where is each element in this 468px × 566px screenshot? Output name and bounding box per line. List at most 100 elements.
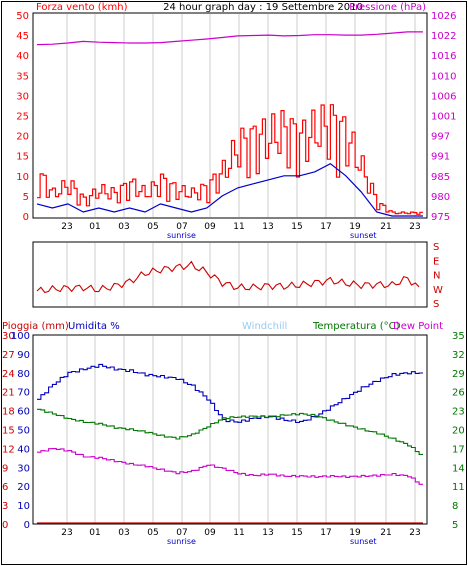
x-tick-label: 15	[291, 222, 302, 232]
x-tick-label: 03	[118, 222, 129, 232]
wind-gust-line	[37, 104, 423, 215]
rain-tick: 24	[2, 369, 15, 380]
humidity-tick: 60	[17, 407, 30, 418]
direction-series	[36, 260, 420, 294]
temperature-tick: 35	[452, 331, 465, 342]
humidity-tick: 0	[24, 520, 30, 531]
wind-speed-tick: 40	[16, 51, 29, 62]
humidity-line	[37, 363, 423, 424]
x-tick-label: 21	[380, 528, 391, 538]
wind-speed-tick: 50	[16, 11, 29, 22]
x-tick-label: 05	[147, 528, 158, 538]
rain-tick: 18	[2, 407, 15, 418]
rain-tick: 0	[2, 520, 8, 531]
humidity-label: Umidita %	[68, 321, 120, 332]
temperature-tick: 32	[452, 350, 465, 361]
humidity-tick: 90	[17, 350, 30, 361]
wind-direction-line	[36, 260, 420, 294]
pressure-tick: 985	[431, 172, 450, 183]
x-tick-label: 09	[204, 222, 216, 232]
wind-speed-tick: 10	[16, 172, 29, 183]
rain-tick: 15	[2, 426, 15, 437]
x-tick-label: 23	[61, 222, 72, 232]
rain-tick: 21	[2, 388, 15, 399]
x-tick-label: 03	[118, 528, 129, 538]
x-tick-label: 23	[409, 528, 420, 538]
sunset-marker-1: sunset	[350, 231, 377, 240]
x-tick-label: 17	[320, 222, 331, 232]
humidity-tick: 100	[11, 331, 30, 342]
wind-speed-tick: 30	[16, 91, 29, 102]
wind-speed-tick: 5	[23, 192, 29, 203]
pressure-tick: 1026	[431, 11, 456, 22]
pressure-tick: 975	[431, 212, 450, 223]
rain-tick: 9	[2, 463, 8, 474]
wind-speed-label: Forza vento (kmh)	[36, 2, 128, 13]
pressure-tick: 991	[431, 152, 450, 163]
pressure-line	[36, 31, 423, 46]
sunset-marker-3: sunset	[350, 537, 377, 546]
x-tick-label: 21	[380, 222, 391, 232]
x-tick-label: 07	[176, 528, 187, 538]
wind-series	[36, 31, 423, 217]
pressure-tick: 1006	[431, 91, 456, 102]
temperature-label: Temperatura (°C)	[312, 321, 400, 332]
rain-tick: 27	[2, 350, 15, 361]
temperature-tick: 29	[452, 369, 465, 380]
dewpoint-line	[37, 448, 423, 485]
direction-tick: E	[433, 256, 439, 267]
pressure-tick: 1022	[431, 31, 456, 42]
wind-speed-tick: 25	[16, 112, 29, 123]
temperature-tick: 20	[452, 426, 465, 437]
humidity-tick: 30	[17, 463, 30, 474]
pressure-tick: 1016	[431, 51, 456, 62]
humidity-axis: 0 10 20 30 40 50 60 70 80 90 100	[11, 331, 30, 531]
wind-average-line	[36, 162, 423, 217]
x-tick-label: 11	[233, 222, 244, 232]
humidity-tick: 40	[17, 444, 30, 455]
pressure-tick: 980	[431, 192, 450, 203]
wind-speed-tick: 0	[23, 212, 29, 223]
humidity-tick: 50	[17, 426, 30, 437]
wind-speed-tick: 35	[16, 71, 29, 82]
wind-speed-axis: 0 5 10 15 20 25 30 35 40 45 50	[16, 11, 29, 223]
x-tick-label: 01	[89, 528, 100, 538]
rain-tick: 30	[2, 331, 15, 342]
pressure-axis: 975 980 985 991 997 1001 1006 1010 1016 1022 1026	[431, 11, 456, 223]
temp-series	[37, 363, 423, 524]
direction-plot-frame	[32, 241, 428, 308]
temperature-axis: 5 8 11 14 17 20 23 26 29 32 35	[452, 331, 465, 531]
sunrise-marker-3: sunrise	[167, 537, 196, 546]
x-tick-label: 13	[262, 222, 273, 232]
x-tick-label: 11	[233, 528, 244, 538]
temperature-tick: 17	[452, 444, 465, 455]
temp-gridlines	[66, 336, 416, 523]
x-tick-label: 05	[147, 222, 158, 232]
rain-tick: 12	[2, 444, 15, 455]
humidity-tick: 20	[17, 482, 30, 493]
x-tick-label: 23	[409, 222, 420, 232]
x-tick-label: 01	[89, 222, 100, 232]
humidity-tick: 80	[17, 369, 30, 380]
wind-speed-tick: 45	[16, 31, 29, 42]
humidity-tick: 10	[17, 501, 30, 512]
pressure-label: Pressione (hPa)	[349, 2, 426, 13]
wind-gridlines	[66, 14, 416, 217]
x-tick-label: 09	[204, 528, 216, 538]
temp-plot-frame	[32, 334, 428, 525]
x-tick-label: 19	[349, 222, 361, 232]
direction-tick: S	[433, 242, 439, 253]
direction-gridlines	[66, 243, 416, 306]
direction-tick: S	[433, 299, 439, 310]
temperature-tick: 8	[452, 501, 458, 512]
rain-tick: 3	[2, 501, 8, 512]
wind-speed-tick: 20	[16, 132, 29, 143]
wind-plot-frame	[32, 12, 428, 219]
windchill-label: Windchill	[242, 321, 287, 332]
rain-label: Pioggia (mm)	[2, 321, 69, 332]
rain-tick: 6	[2, 482, 8, 493]
x-tick-label: 15	[291, 528, 302, 538]
wind-x-axis: 23 01 03 05 07 09 11 13 15 17 19 21 23	[61, 222, 420, 232]
